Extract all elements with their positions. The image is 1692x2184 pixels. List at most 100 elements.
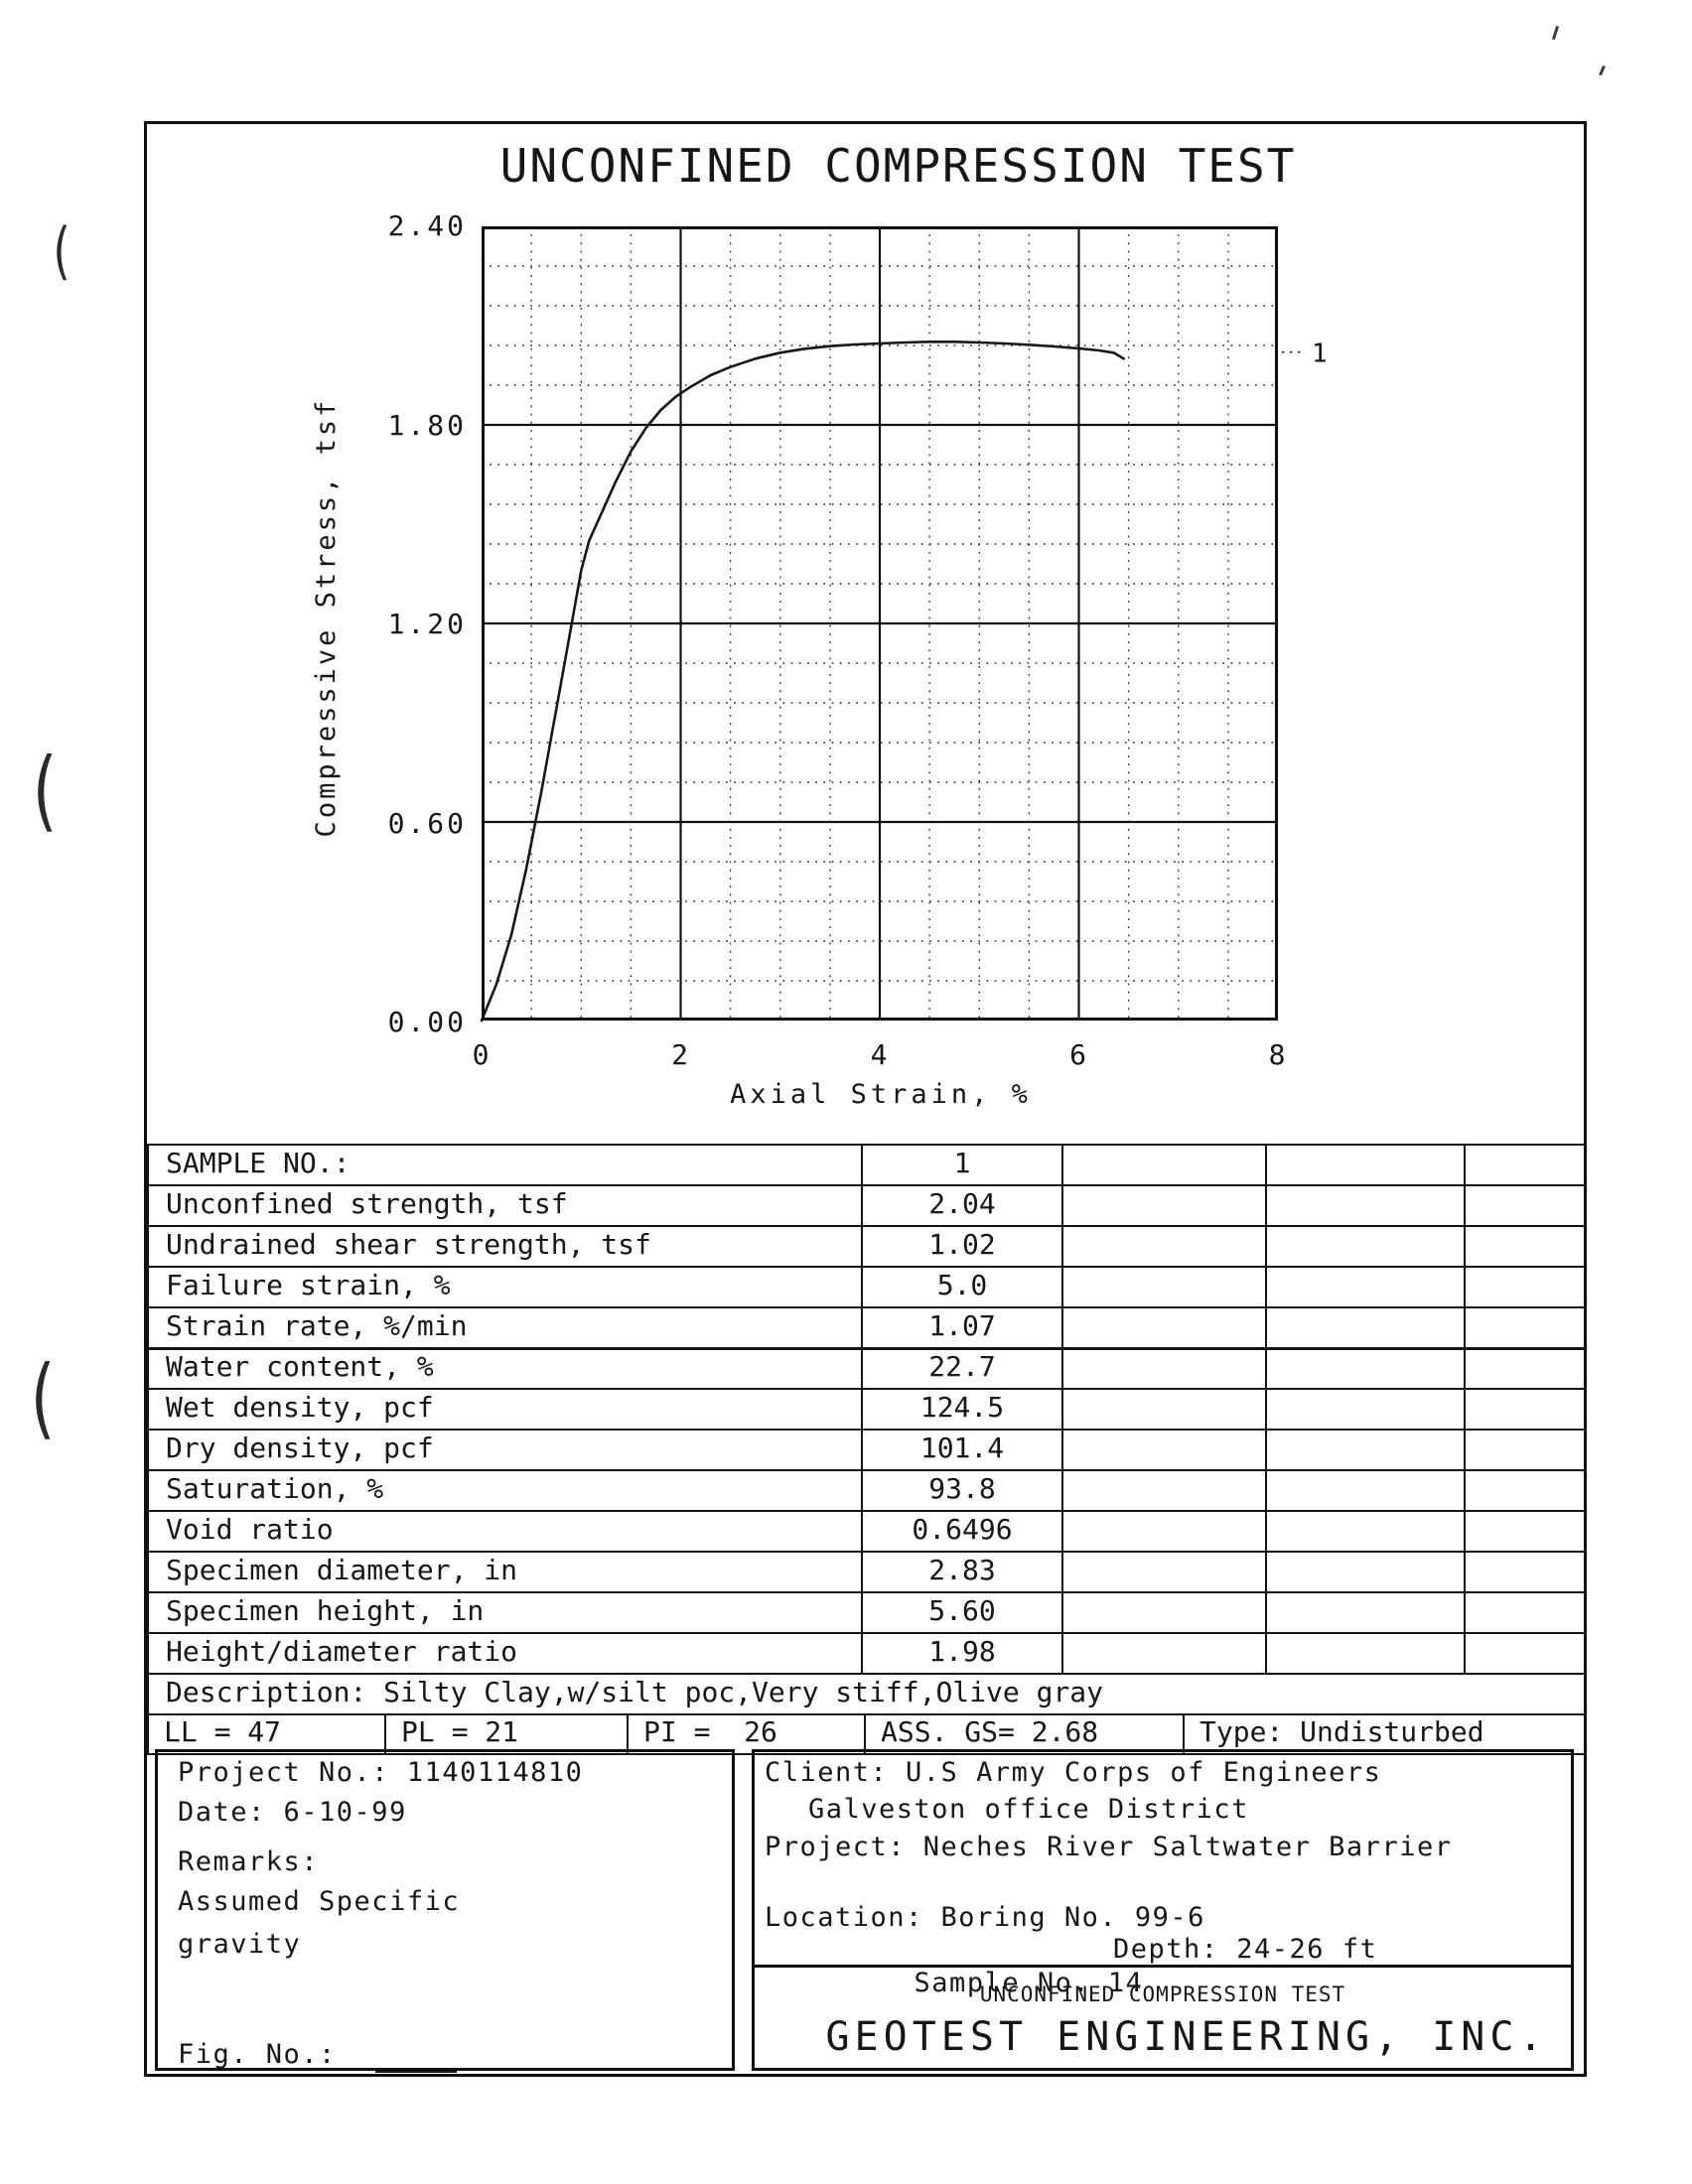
empty-cell <box>1464 1347 1586 1390</box>
description-row: Description: Silty Clay,w/silt poc,Very … <box>147 1673 1586 1715</box>
row-label: Specimen height, in <box>147 1591 863 1634</box>
empty-cell <box>1061 1388 1267 1431</box>
scan-artifact-tick-2 <box>1599 65 1606 76</box>
y-axis-tick-label: 1.20 <box>387 608 467 640</box>
y-axis-tick-label: 1.80 <box>387 408 467 442</box>
empty-cell <box>1061 1184 1267 1227</box>
empty-cell <box>1265 1388 1466 1431</box>
table-row: Dry density, pcf 101.4 <box>147 1429 1586 1471</box>
table-row: Specimen diameter, in 2.83 <box>147 1551 1586 1593</box>
chart-svg: 1 <box>480 226 1328 1023</box>
empty-cell <box>1061 1347 1267 1390</box>
x-axis-tick-label: 2 <box>671 1038 690 1071</box>
row-value: 1.02 <box>861 1225 1063 1268</box>
row-value: 124.5 <box>861 1388 1063 1431</box>
empty-cell <box>1061 1306 1267 1350</box>
empty-cell <box>1464 1469 1586 1512</box>
table-row: Unconfined strength, tsf 2.04 <box>147 1184 1586 1227</box>
empty-cell <box>1061 1144 1267 1186</box>
empty-cell <box>1464 1266 1586 1308</box>
y-axis-tick-label: 0.60 <box>387 806 467 840</box>
row-label: SAMPLE NO.: <box>147 1144 863 1186</box>
specific-gravity-cell: ASS. GS= 2.68 <box>864 1713 1185 1755</box>
empty-cell <box>1265 1266 1466 1308</box>
client-line-2: Galveston office District <box>808 1794 1249 1825</box>
description-text: Description: Silty Clay,w/silt poc,Very … <box>147 1673 1586 1715</box>
stress-strain-curve <box>480 341 1125 1023</box>
date-line: Date: 6-10-99 <box>178 1797 407 1828</box>
x-axis-tick-label: 0 <box>472 1038 492 1071</box>
properties-table: SAMPLE NO.: 1 Unconfined strength, tsf 2.04… <box>147 1144 1586 1675</box>
table-row: Description: Silty Clay,w/silt poc,Very … <box>147 1673 1586 1715</box>
empty-cell <box>1464 1632 1586 1675</box>
table-row: Undrained shear strength, tsf 1.02 <box>147 1225 1586 1268</box>
scan-artifact-paren-3: ( <box>30 1346 56 1448</box>
row-label: Height/diameter ratio <box>147 1632 863 1675</box>
row-label: Strain rate, %/min <box>147 1306 863 1350</box>
row-label: Undrained shear strength, tsf <box>147 1225 863 1268</box>
row-label: Saturation, % <box>147 1469 863 1512</box>
sample-depth-line: Sample No. 14 Depth: 24-26 ft <box>755 1933 1571 1998</box>
empty-cell <box>1464 1306 1586 1350</box>
x-axis-title: Axial Strain, % <box>730 1079 1032 1110</box>
report-page-border: UNCONFINED COMPRESSION TEST 1 Compressiv… <box>144 121 1587 2077</box>
y-axis-tick-label: 2.40 <box>387 209 467 242</box>
empty-cell <box>1265 1306 1466 1350</box>
empty-cell <box>1464 1510 1586 1553</box>
table-row: Specimen height, in 5.60 <box>147 1591 1586 1634</box>
empty-cell <box>1464 1388 1586 1431</box>
empty-cell <box>1265 1225 1466 1268</box>
x-axis-tick-label: 4 <box>870 1038 890 1071</box>
row-value: 93.8 <box>861 1469 1063 1512</box>
title-block-divider <box>755 1965 1571 1968</box>
table-row: Void ratio 0.6496 <box>147 1510 1586 1553</box>
empty-cell <box>1464 1429 1586 1471</box>
row-value: 1 <box>861 1144 1063 1186</box>
footer-right-panel: Client: U.S Army Corps of Engineers Galv… <box>752 1749 1574 2071</box>
stress-strain-chart: 1 <box>480 226 1355 1023</box>
table-row: SAMPLE NO.: 1 <box>147 1144 1586 1186</box>
remarks-line-1: Assumed Specific <box>178 1886 461 1917</box>
table-row: LL = 47 PL = 21 PI = 26 ASS. GS= 2.68 Ty… <box>147 1713 1586 1755</box>
empty-cell <box>1464 1225 1586 1268</box>
remarks-line-2: gravity <box>178 1929 302 1960</box>
fig-no-label: Fig. No.: <box>178 2039 337 2070</box>
scan-artifact-paren-1: ( <box>53 214 70 287</box>
row-value: 5.60 <box>861 1591 1063 1634</box>
empty-cell <box>1464 1144 1586 1186</box>
empty-cell <box>1265 1510 1466 1553</box>
scan-artifact-paren-2: ( <box>32 739 58 841</box>
empty-cell <box>1061 1510 1267 1553</box>
row-value: 2.04 <box>861 1184 1063 1227</box>
liquid-limit-cell: LL = 47 <box>147 1713 386 1755</box>
row-value: 22.7 <box>861 1347 1063 1390</box>
client-line-1: Client: U.S Army Corps of Engineers <box>765 1757 1382 1788</box>
fig-no-blank-line <box>375 2070 457 2073</box>
empty-cell <box>1061 1551 1267 1593</box>
table-row: Failure strain, % 5.0 <box>147 1266 1586 1308</box>
empty-cell <box>1265 1429 1466 1471</box>
empty-cell <box>1061 1266 1267 1308</box>
location-line: Location: Boring No. 99-6 <box>765 1902 1205 1933</box>
empty-cell <box>1265 1184 1466 1227</box>
row-label: Void ratio <box>147 1510 863 1553</box>
sample-type-cell: Type: Undisturbed <box>1183 1713 1586 1755</box>
plastic-limit-cell: PL = 21 <box>384 1713 629 1755</box>
empty-cell <box>1265 1347 1466 1390</box>
row-label: Dry density, pcf <box>147 1429 863 1471</box>
table-row: Strain rate, %/min 1.07 <box>147 1306 1586 1350</box>
row-value: 5.0 <box>861 1266 1063 1308</box>
row-value: 2.83 <box>861 1551 1063 1593</box>
empty-cell <box>1265 1591 1466 1634</box>
row-label: Unconfined strength, tsf <box>147 1184 863 1227</box>
footer-left-panel: Project No.: 1140114810 Date: 6-10-99 Re… <box>155 1749 735 2073</box>
empty-cell <box>1464 1184 1586 1227</box>
table-row: Water content, % 22.7 <box>147 1347 1586 1390</box>
project-no-line: Project No.: 1140114810 <box>178 1757 584 1788</box>
row-label: Wet density, pcf <box>147 1388 863 1431</box>
company-name: GEOTEST ENGINEERING, INC. <box>825 2014 1548 2060</box>
remarks-label: Remarks: <box>178 1846 320 1877</box>
empty-cell <box>1464 1551 1586 1593</box>
plasticity-index-cell: PI = 26 <box>627 1713 866 1755</box>
